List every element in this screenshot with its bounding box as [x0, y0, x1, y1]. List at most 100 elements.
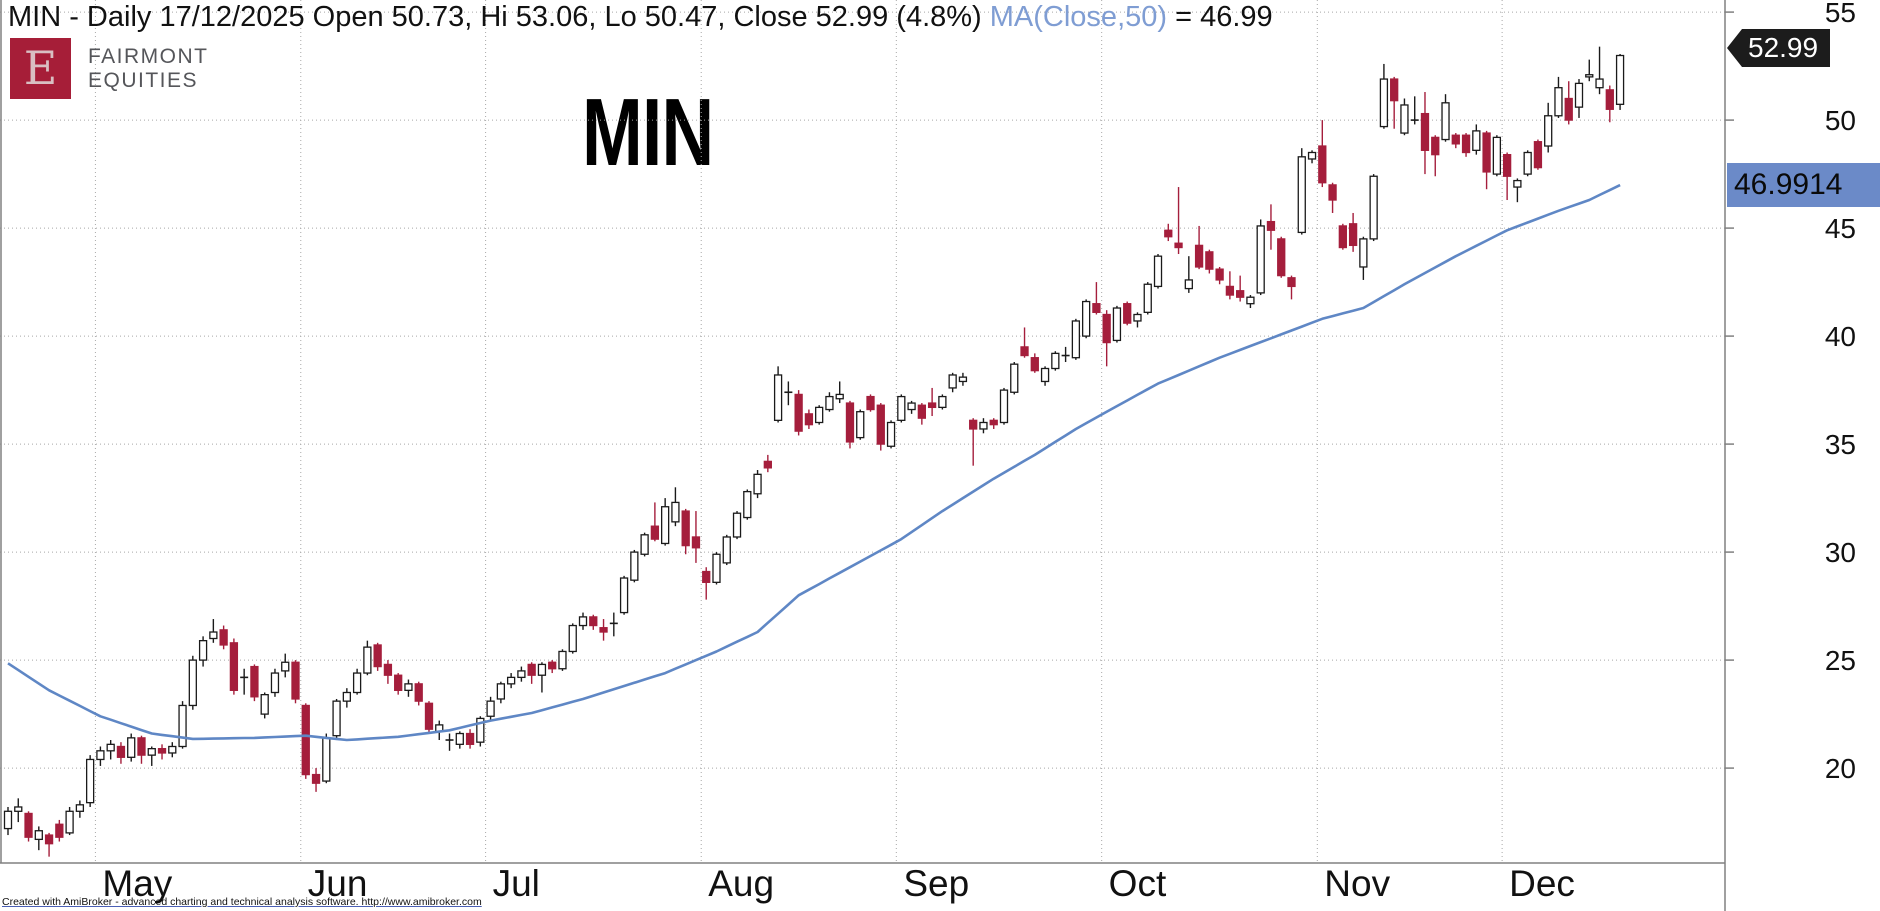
- candlestick: [1297, 156, 1306, 234]
- candlestick: [691, 536, 701, 549]
- candlestick: [404, 683, 413, 691]
- candlestick: [1010, 363, 1019, 393]
- candlestick: [373, 644, 382, 668]
- candlestick: [1502, 154, 1512, 177]
- candlestick: [1451, 134, 1460, 145]
- logo-word-1: FAIRMONT: [88, 45, 209, 68]
- candlestick: [1605, 89, 1614, 110]
- candlestick: [835, 393, 844, 400]
- candlestick: [96, 750, 105, 761]
- candlestick: [1482, 132, 1491, 173]
- candlestick: [517, 670, 526, 679]
- candlestick: [897, 395, 906, 421]
- candlestick: [394, 674, 403, 691]
- candlestick: [301, 704, 310, 776]
- candlestick: [219, 629, 228, 646]
- candlestick: [1564, 97, 1573, 121]
- candlestick: [1020, 346, 1029, 357]
- candlestick: [1554, 87, 1563, 117]
- month-label: Dec: [1509, 863, 1575, 904]
- candlestick: [1194, 244, 1204, 268]
- candlestick: [270, 672, 280, 694]
- logo-mark-icon: E: [10, 38, 71, 99]
- candlestick: [363, 646, 372, 674]
- candlestick: [168, 745, 177, 754]
- candlestick: [1287, 277, 1296, 288]
- candlestick: [1051, 352, 1060, 370]
- candlestick: [979, 421, 988, 430]
- candlestick: [116, 745, 126, 758]
- candlestick: [671, 501, 680, 523]
- candlestick: [722, 536, 731, 564]
- candlestick: [969, 419, 978, 430]
- candlestick: [763, 460, 772, 469]
- candlestick: [55, 823, 64, 838]
- price-axis-label: 40: [1825, 321, 1856, 352]
- candlestick: [661, 506, 670, 545]
- price-tag-value: 52.99: [1742, 29, 1831, 67]
- candlestick: [1359, 238, 1368, 268]
- candlestick: [640, 534, 649, 555]
- candlestick: [291, 661, 300, 700]
- candlestick: [1143, 283, 1152, 313]
- month-label: Jul: [493, 863, 540, 904]
- candlestick: [75, 804, 85, 812]
- logo-word-2: EQUITIES: [88, 69, 199, 92]
- candlestick: [281, 661, 290, 672]
- candlestick: [578, 616, 588, 627]
- candlestick: [1030, 357, 1039, 372]
- candlestick: [209, 631, 218, 640]
- candlestick: [14, 806, 23, 812]
- candlestick: [188, 659, 197, 707]
- candlestick: [455, 732, 464, 745]
- amibroker-attribution: Created with AmiBroker - advanced charti…: [2, 896, 482, 908]
- candlestick: [1338, 225, 1347, 249]
- month-label: Sep: [903, 863, 969, 904]
- candlestick: [630, 551, 639, 581]
- candlestick: [989, 419, 998, 426]
- month-label: Jun: [308, 863, 368, 904]
- candlestick: [1523, 151, 1532, 175]
- candlestick: [1441, 102, 1450, 141]
- logo-letter: E: [23, 41, 58, 95]
- candlestick: [1379, 78, 1389, 128]
- candlestick: [1174, 242, 1183, 249]
- candlestick: [537, 663, 547, 676]
- candlestick: [1328, 184, 1337, 201]
- ma-legend-value: = 46.99: [1167, 1, 1273, 33]
- candlestick: [178, 704, 187, 748]
- candlestick: [1256, 225, 1265, 294]
- candlestick: [424, 702, 434, 730]
- candlestick: [1225, 285, 1235, 296]
- candlestick: [1205, 251, 1214, 270]
- candlestick: [1348, 223, 1358, 247]
- candlestick: [229, 642, 239, 691]
- candlestick: [958, 376, 968, 383]
- candlestick: [548, 661, 557, 670]
- candlestick: [558, 650, 567, 670]
- candlestick: [260, 694, 269, 715]
- candlestick: [198, 640, 208, 661]
- price-axis-label: 35: [1825, 429, 1856, 460]
- candlestick: [999, 389, 1009, 424]
- candlestick: [753, 473, 762, 495]
- price-axis-label: 30: [1825, 537, 1856, 568]
- candlestick: [1533, 141, 1543, 169]
- candlestick: [1277, 238, 1286, 277]
- candlestick: [1184, 279, 1193, 290]
- candlestick: [1246, 296, 1255, 305]
- candlestick: [465, 732, 475, 745]
- price-axis-label: 20: [1825, 753, 1856, 784]
- candlestick: [1133, 313, 1142, 322]
- candlestick: [342, 691, 351, 702]
- candlestick: [1595, 78, 1604, 89]
- candlestick: [619, 577, 629, 614]
- candlestick: [1307, 151, 1317, 160]
- candlestick: [599, 627, 608, 633]
- candlestick: [825, 395, 834, 411]
- candlestick: [332, 700, 341, 737]
- candlestick: [1461, 134, 1471, 154]
- candlestick: [1472, 130, 1481, 151]
- candlestick: [496, 683, 506, 700]
